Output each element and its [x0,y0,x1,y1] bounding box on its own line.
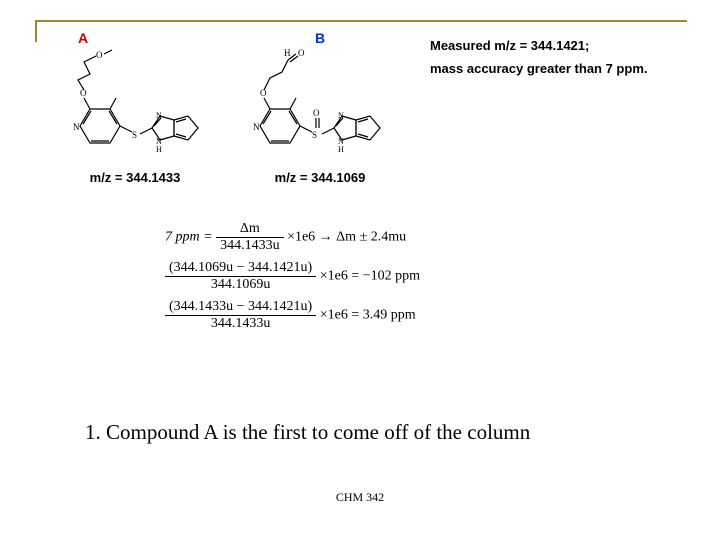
compound-a-label: A [78,30,88,46]
compound-b-label: B [315,30,325,46]
eq3-tail: ×1e6 = 3.49 ppm [320,308,416,323]
eq3-den: 344.1433u [165,316,316,332]
conclusion-statement: 1. Compound A is the first to come off o… [85,420,530,445]
footer-course-code: CHM 342 [0,490,720,505]
content-area: A N O O [60,30,680,185]
svg-text:H: H [156,145,162,154]
structure-b-svg: N O O H S O [240,46,400,166]
eq1-num: Δm [216,221,284,238]
equation-2: (344.1069u − 344.1421u) 344.1069u ×1e6 =… [165,260,420,293]
svg-text:O: O [298,48,305,58]
svg-text:O: O [313,108,320,118]
structures-row: A N O O [60,30,680,185]
eq3-fraction: (344.1433u − 344.1421u) 344.1433u [165,299,316,332]
equations-block: 7 ppm = Δm 344.1433u ×1e6 → Δm ± 2.4mu (… [165,215,420,338]
eq2-fraction: (344.1069u − 344.1421u) 344.1069u [165,260,316,293]
svg-text:O: O [260,88,267,98]
svg-text:H: H [338,145,344,154]
structure-a-column: A N O O [60,30,210,185]
svg-text:N: N [253,122,260,132]
eq2-tail: ×1e6 = −102 ppm [320,269,420,284]
eq3-num: (344.1433u − 344.1421u) [165,299,316,316]
mz-a-label: m/z = 344.1433 [90,170,181,185]
equation-1: 7 ppm = Δm 344.1433u ×1e6 → Δm ± 2.4mu [165,221,420,254]
structure-a-svg: N O O S N N H [60,46,210,166]
eq1-lhs: 7 ppm = [165,230,213,245]
svg-text:O: O [96,50,103,60]
structure-b-column: B N O O [240,30,400,185]
svg-text:S: S [132,130,137,140]
mz-b-label: m/z = 344.1069 [275,170,366,185]
eq1-den: 344.1433u [216,238,284,254]
eq2-num: (344.1069u − 344.1421u) [165,260,316,277]
svg-text:N: N [73,122,80,132]
svg-text:H: H [284,48,291,58]
measured-text-block: Measured m/z = 344.1421; mass accuracy g… [430,34,648,81]
eq2-den: 344.1069u [165,277,316,293]
equation-3: (344.1433u − 344.1421u) 344.1433u ×1e6 =… [165,299,420,332]
eq1-fraction: Δm 344.1433u [216,221,284,254]
measured-line-1: Measured m/z = 344.1421; [430,34,648,57]
measured-line-2: mass accuracy greater than 7 ppm. [430,57,648,80]
eq1-tail: ×1e6 → Δm ± 2.4mu [287,230,406,245]
svg-text:S: S [312,130,317,140]
